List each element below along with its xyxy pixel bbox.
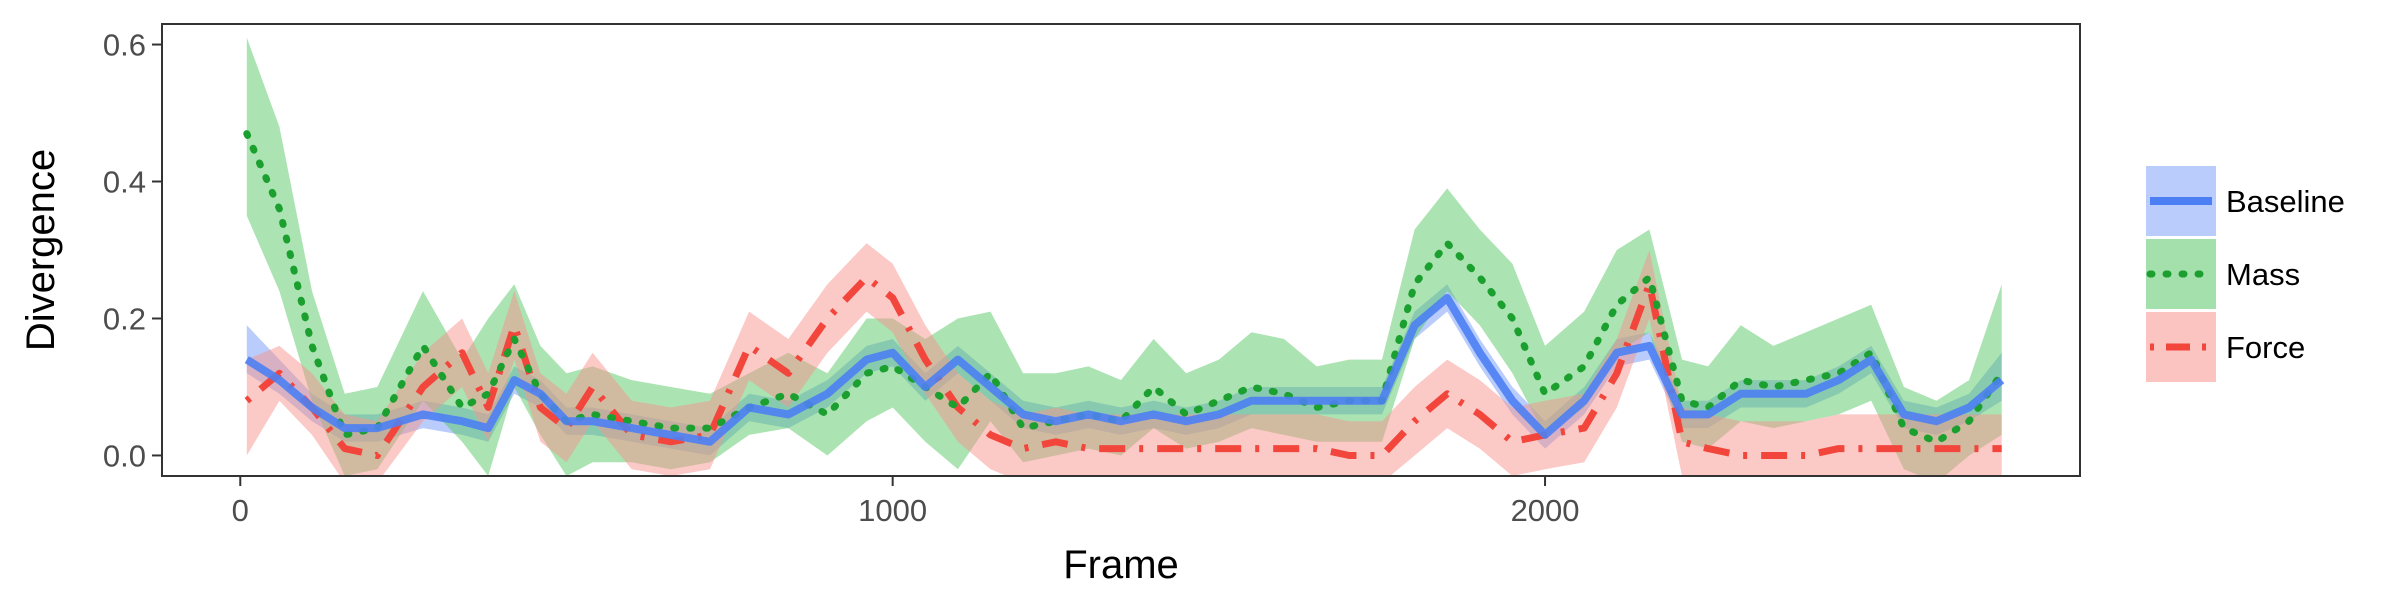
y-tick-label: 0.0 — [103, 438, 146, 473]
legend-label: Baseline — [2226, 184, 2345, 219]
plot-panel-border — [161, 23, 2081, 477]
y-tick-label: 0.2 — [103, 301, 146, 336]
x-tick-label: 1000 — [858, 493, 927, 528]
legend: Baseline Mass Force — [2146, 166, 2345, 382]
y-tick-label: 0.6 — [103, 28, 146, 63]
y-axis-title: Divergence — [19, 149, 63, 351]
y-axis: 0.0 0.2 0.4 0.6 — [103, 28, 162, 473]
legend-item-force: Force — [2146, 312, 2305, 382]
legend-label: Force — [2226, 330, 2305, 365]
x-tick-label: 0 — [232, 493, 249, 528]
y-tick-label: 0.4 — [103, 165, 146, 200]
legend-item-baseline: Baseline — [2146, 166, 2345, 236]
band-mass — [246, 37, 2002, 476]
x-axis-title: Frame — [1063, 543, 1179, 587]
x-axis: 0 1000 2000 — [232, 476, 1580, 528]
x-tick-label: 2000 — [1511, 493, 1580, 528]
line-force — [244, 273, 2002, 459]
legend-item-mass: Mass — [2146, 239, 2300, 309]
line-baseline — [244, 293, 2005, 446]
lines-layer — [243, 130, 2006, 459]
line-mass — [243, 130, 2006, 446]
legend-label: Mass — [2226, 257, 2300, 292]
